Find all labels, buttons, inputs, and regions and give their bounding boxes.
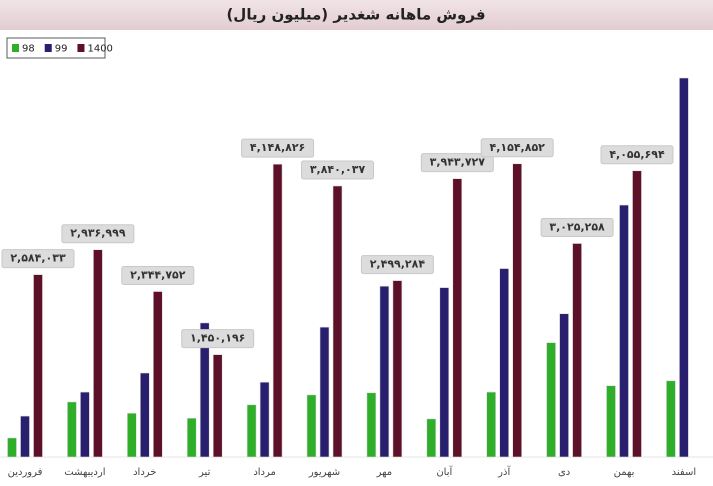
legend-label: 98 (22, 44, 35, 55)
value-label: ۲,۵۸۴,۰۳۳ (10, 252, 66, 265)
bar (306, 394, 317, 458)
bar (559, 313, 569, 458)
value-label-box (121, 266, 195, 286)
legend-box (6, 37, 106, 59)
value-label: ۲,۴۹۹,۲۸۴ (370, 258, 426, 271)
bar (392, 280, 403, 458)
x-tick-label: بهمن (614, 467, 635, 478)
value-label-box (241, 138, 315, 158)
x-tick-label: شهریور (308, 467, 340, 478)
bar (512, 163, 523, 458)
x-tick-label: آبان (436, 465, 453, 478)
bar (366, 392, 377, 458)
bar (153, 291, 163, 458)
bar (679, 77, 689, 458)
bar (332, 185, 343, 458)
value-label: ۴,۰۵۵,۶۹۴ (609, 148, 665, 161)
value-label: ۲,۹۳۶,۹۹۹ (70, 227, 126, 240)
value-label: ۳,۸۴۰,۰۳۷ (310, 163, 366, 176)
x-tick-label: اردیبهشت (64, 467, 105, 478)
value-label: ۴,۱۵۴,۸۵۲ (490, 141, 546, 154)
x-tick-label: تیر (198, 467, 211, 478)
bar (212, 354, 223, 458)
x-tick-label: اسفند (672, 467, 696, 478)
bar (486, 391, 497, 458)
bar (272, 163, 283, 458)
bar (546, 342, 556, 458)
x-tick-label: خرداد (133, 467, 156, 478)
legend-label: 99 (55, 44, 68, 55)
bar (7, 437, 17, 458)
value-label-box (360, 255, 434, 275)
value-label-box (480, 138, 554, 158)
x-tick-label: فروردین (8, 467, 43, 478)
value-label-box (301, 160, 374, 180)
value-label: ۳,۹۴۳,۷۲۷ (430, 156, 486, 169)
value-label: ۴,۱۴۸,۸۲۶ (250, 141, 305, 154)
bar (452, 178, 463, 458)
x-tick-label: مهر (376, 467, 392, 478)
legend-swatch (12, 44, 19, 52)
legend-label: 1400 (87, 44, 112, 55)
legend-swatch (77, 44, 85, 52)
bar (80, 391, 90, 458)
bar (93, 249, 103, 458)
value-label-box (61, 224, 135, 244)
bar (666, 380, 676, 458)
bar (632, 170, 642, 458)
bar (426, 418, 437, 458)
bar (67, 401, 77, 458)
chart-title: فروش ماهانه شغدیر (میلیون ریال) (226, 6, 485, 24)
bar (606, 385, 616, 458)
bar (572, 243, 582, 458)
bar (246, 404, 257, 458)
bar (33, 274, 43, 458)
bar (20, 415, 30, 458)
bar (379, 285, 390, 458)
x-tick-label: آذر (497, 465, 511, 478)
bar (186, 417, 197, 458)
legend-swatch (44, 44, 52, 52)
value-label-box (420, 153, 494, 173)
value-label: ۱,۴۵۰,۱۹۶ (190, 332, 245, 345)
x-tick-label: دی (558, 467, 570, 478)
bar (439, 287, 450, 458)
bar (259, 381, 270, 458)
value-label-box (181, 329, 255, 349)
value-label: ۲,۳۴۴,۷۵۲ (130, 269, 186, 282)
title-bar (0, 0, 713, 30)
x-tick-label: مرداد (253, 467, 276, 478)
bar (319, 326, 330, 458)
bar (499, 268, 510, 458)
value-label-box (600, 145, 674, 165)
bar (127, 412, 137, 458)
bar (199, 322, 210, 458)
bar (140, 372, 150, 458)
value-label-box (540, 217, 614, 237)
bar (619, 204, 629, 458)
value-label: ۳,۰۲۵,۲۵۸ (549, 220, 605, 233)
value-label-box (1, 249, 75, 269)
